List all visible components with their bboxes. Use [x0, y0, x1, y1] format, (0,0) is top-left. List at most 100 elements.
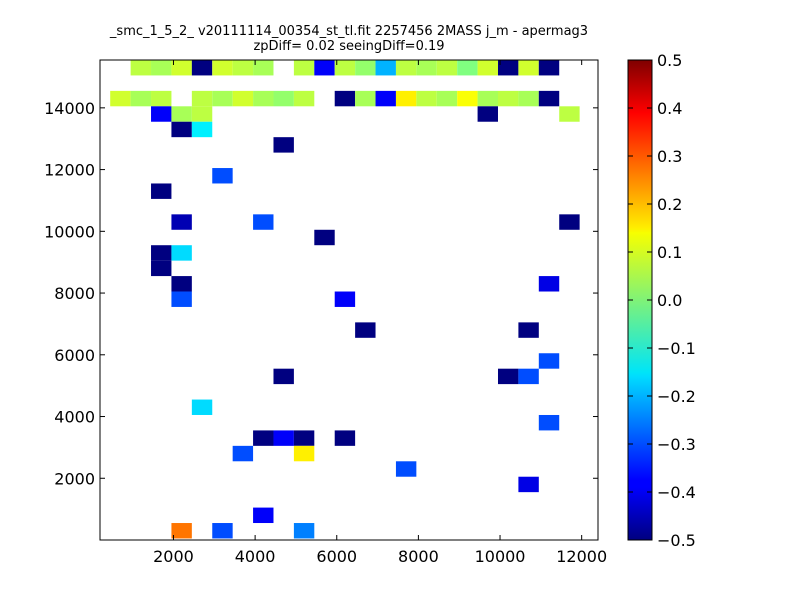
heatmap-cell	[171, 245, 192, 261]
heatmap-cell	[253, 214, 274, 230]
tick-label: 6000	[316, 547, 357, 566]
heatmap-cell	[314, 229, 335, 246]
heatmap-cell	[191, 60, 213, 76]
tick-label: 0.2	[657, 195, 682, 214]
tick-label: 4000	[54, 408, 95, 427]
plot-frame	[99, 59, 599, 541]
heatmap-cell	[171, 291, 192, 307]
heatmap-cells	[110, 60, 580, 539]
tick-label: 2000	[153, 547, 194, 566]
heatmap-cell	[253, 60, 274, 76]
heatmap-cell	[212, 168, 233, 184]
heatmap-cell	[232, 60, 254, 76]
chart-title: _smc_1_5_2_ v20111114_00354_st_tl.fit 22…	[109, 24, 589, 39]
heatmap-cell	[395, 461, 417, 477]
heatmap-cell	[416, 90, 437, 107]
heatmap-cell	[334, 430, 356, 446]
heatmap-cell	[477, 106, 498, 122]
heatmap-cell	[151, 260, 172, 277]
heatmap-cell	[457, 60, 478, 76]
tick-label: −0.4	[657, 483, 696, 502]
heatmap-cell	[497, 368, 519, 385]
tick-label: 0.3	[657, 147, 682, 166]
heatmap-cell	[293, 523, 315, 539]
heatmap-cell	[538, 414, 560, 431]
tick-label: 6000	[54, 346, 95, 365]
heatmap-cell	[355, 90, 376, 107]
heatmap-cell	[355, 322, 376, 338]
heatmap-cell	[151, 90, 172, 107]
tick-label: 12000	[556, 547, 607, 566]
tick-label: 10000	[475, 547, 526, 566]
tick-label: −0.1	[657, 339, 696, 358]
tick-label: 0.4	[657, 99, 682, 118]
heatmap-cell	[273, 430, 294, 446]
heatmap-cell	[334, 60, 356, 76]
colorbar-axis: −0.5 −0.4 −0.3 −0.2 −0.1 0.0 0.1 0.2 0.3 0.4 0.5	[628, 51, 696, 550]
tick-label: 14000	[44, 99, 95, 118]
heatmap-cell	[232, 90, 254, 107]
heatmap-cell	[395, 60, 417, 76]
heatmap-cell	[518, 368, 539, 385]
heatmap-cell	[436, 60, 458, 76]
heatmap-cell	[171, 121, 192, 138]
tick-label: −0.5	[657, 531, 696, 550]
heatmap-cell	[171, 60, 192, 76]
heatmap-cell	[293, 430, 315, 446]
tick-label: 0.0	[657, 291, 682, 310]
heatmap-cell	[538, 353, 560, 369]
heatmap-cell	[497, 60, 519, 76]
heatmap-cell	[314, 60, 335, 76]
heatmap-cell	[355, 60, 376, 76]
heatmap-cell	[171, 276, 192, 292]
heatmap-cell	[559, 214, 580, 230]
heatmap-cell	[559, 106, 580, 122]
tick-label: −0.3	[657, 435, 696, 454]
heatmap-cell	[191, 399, 213, 415]
tick-label: 0.5	[657, 51, 682, 70]
tick-label: 0.1	[657, 243, 682, 262]
x-axis: 2000 4000 6000 8000 10000 12000	[153, 60, 607, 566]
heatmap-cell	[253, 507, 274, 524]
heatmap-cell	[375, 90, 396, 107]
heatmap-cell	[436, 90, 458, 107]
heatmap-cell	[253, 430, 274, 446]
heatmap-cell	[273, 137, 294, 153]
y-axis: 2000 4000 6000 8000 10000 12000 14000	[44, 99, 598, 488]
heatmap-cell	[151, 183, 172, 199]
heatmap-cell	[191, 106, 213, 122]
heatmap-cell	[232, 445, 254, 462]
heatmap-cell	[191, 121, 213, 138]
heatmap-cell	[110, 90, 131, 107]
heatmap-cell	[151, 106, 172, 122]
heatmap-cell	[151, 245, 172, 261]
heatmap-cell	[293, 445, 315, 462]
heatmap-cell	[253, 90, 274, 107]
heatmap-cell	[151, 60, 172, 76]
tick-label: 8000	[54, 284, 95, 303]
heatmap-cell	[273, 368, 294, 385]
heatmap-cell	[538, 90, 560, 107]
heatmap-cell	[416, 60, 437, 76]
tick-label: 12000	[44, 161, 95, 180]
tick-label: 2000	[54, 469, 95, 488]
heatmap-cell	[538, 276, 560, 292]
heatmap-cell	[273, 90, 294, 107]
heatmap-cell	[518, 322, 539, 338]
heatmap-cell	[130, 90, 152, 107]
heatmap-cell	[293, 90, 315, 107]
heatmap-cell	[212, 60, 233, 76]
heatmap-cell	[212, 90, 233, 107]
heatmap-cell	[334, 291, 356, 307]
tick-label: −0.2	[657, 387, 696, 406]
heatmap-cell	[130, 60, 152, 76]
heatmap-cell	[212, 523, 233, 539]
tick-label: 4000	[235, 547, 276, 566]
heatmap-cell	[293, 60, 315, 76]
chart-subtitle: zpDiff= 0.02 seeingDiff=0.19	[253, 39, 445, 54]
heatmap-cell	[375, 60, 396, 76]
heatmap-cell	[518, 476, 539, 493]
heatmap-cell	[171, 523, 192, 539]
heatmap-cell	[171, 214, 192, 230]
